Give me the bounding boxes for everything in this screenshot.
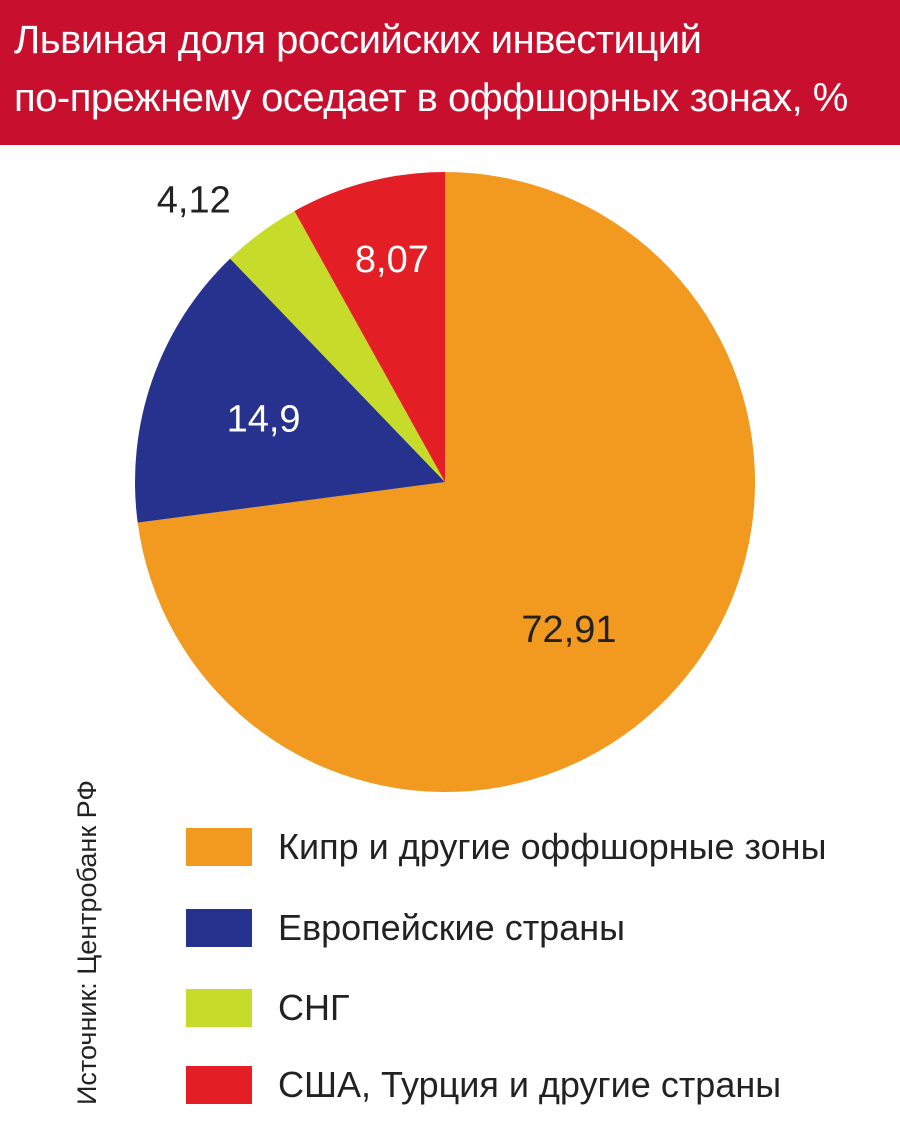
pie-slice (137, 172, 755, 793)
legend-swatch (186, 989, 252, 1027)
slice-value-label: 4,12 (157, 179, 231, 221)
pie-slice (230, 211, 445, 482)
legend-item: Кипр и другие оффшорные зоны (186, 822, 886, 882)
legend-swatch (186, 828, 252, 866)
pie-slice (135, 258, 445, 523)
legend-item: Европейские страны (186, 903, 886, 963)
pie-slice (294, 172, 445, 482)
chart-title-line-1: Львиная доля российских инвестиций (14, 18, 702, 62)
legend-label: СНГ (278, 987, 350, 1028)
legend-label: Кипр и другие оффшорные зоны (278, 826, 827, 867)
slice-value-label: 8,07 (355, 239, 429, 281)
legend-item: США, Турция и другие страны (186, 1060, 886, 1120)
legend-swatch (186, 1066, 252, 1104)
legend-item: СНГ (186, 983, 886, 1043)
legend-label: Европейские страны (278, 907, 625, 948)
source-note: Источник: Центробанк РФ (72, 780, 102, 1105)
slice-value-label: 72,91 (521, 609, 616, 651)
title-banner: Львиная доля российских инвестиций по-пр… (0, 0, 900, 145)
chart-title-line-2: по-прежнему оседает в оффшорных зонах, % (14, 76, 848, 120)
legend-label: США, Турция и другие страны (278, 1064, 782, 1105)
legend-swatch (186, 909, 252, 947)
slice-value-label: 14,9 (227, 398, 301, 440)
pie-chart: 72,91 14,9 4,12 8,07 (135, 172, 755, 793)
